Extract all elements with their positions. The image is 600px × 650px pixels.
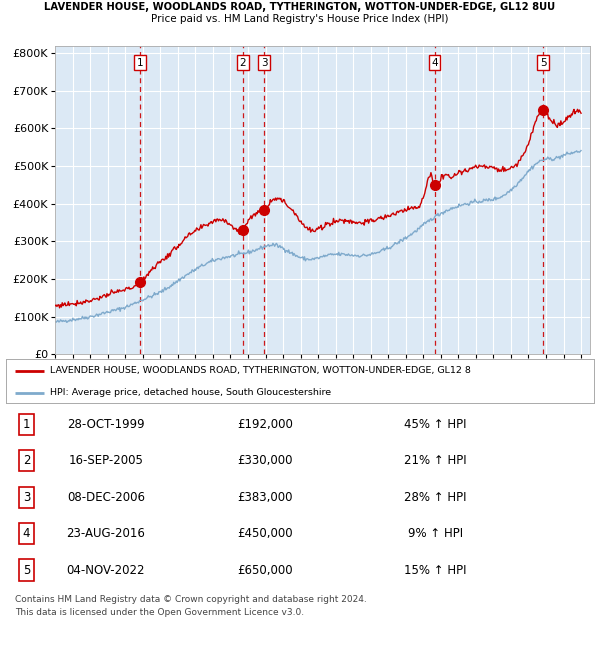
Text: 21% ↑ HPI: 21% ↑ HPI [404,454,467,467]
Text: £383,000: £383,000 [237,491,292,504]
Text: 4: 4 [23,527,31,540]
Text: Contains HM Land Registry data © Crown copyright and database right 2024.: Contains HM Land Registry data © Crown c… [15,595,367,604]
Text: 28% ↑ HPI: 28% ↑ HPI [404,491,466,504]
Text: 2: 2 [23,454,31,467]
Text: This data is licensed under the Open Government Licence v3.0.: This data is licensed under the Open Gov… [15,608,304,617]
Text: 45% ↑ HPI: 45% ↑ HPI [404,418,466,431]
Text: 04-NOV-2022: 04-NOV-2022 [67,564,145,577]
Text: 3: 3 [261,58,268,68]
Text: 9% ↑ HPI: 9% ↑ HPI [407,527,463,540]
Text: 28-OCT-1999: 28-OCT-1999 [67,418,145,431]
Text: Price paid vs. HM Land Registry's House Price Index (HPI): Price paid vs. HM Land Registry's House … [151,14,449,24]
Text: HPI: Average price, detached house, South Gloucestershire: HPI: Average price, detached house, Sout… [50,388,331,397]
Text: 5: 5 [540,58,547,68]
Text: 2: 2 [239,58,246,68]
Text: 1: 1 [23,418,31,431]
Text: 08-DEC-2006: 08-DEC-2006 [67,491,145,504]
Text: 5: 5 [23,564,30,577]
Text: LAVENDER HOUSE, WOODLANDS ROAD, TYTHERINGTON, WOTTON-UNDER-EDGE, GL12 8: LAVENDER HOUSE, WOODLANDS ROAD, TYTHERIN… [50,366,471,375]
Text: £450,000: £450,000 [237,527,293,540]
Text: 16-SEP-2005: 16-SEP-2005 [68,454,143,467]
Text: £192,000: £192,000 [237,418,293,431]
Text: £330,000: £330,000 [237,454,292,467]
Text: £650,000: £650,000 [237,564,293,577]
Text: 1: 1 [137,58,143,68]
Text: 15% ↑ HPI: 15% ↑ HPI [404,564,466,577]
Text: 23-AUG-2016: 23-AUG-2016 [67,527,145,540]
Text: 4: 4 [431,58,438,68]
Text: 3: 3 [23,491,30,504]
Text: LAVENDER HOUSE, WOODLANDS ROAD, TYTHERINGTON, WOTTON-UNDER-EDGE, GL12 8UU: LAVENDER HOUSE, WOODLANDS ROAD, TYTHERIN… [44,2,556,12]
